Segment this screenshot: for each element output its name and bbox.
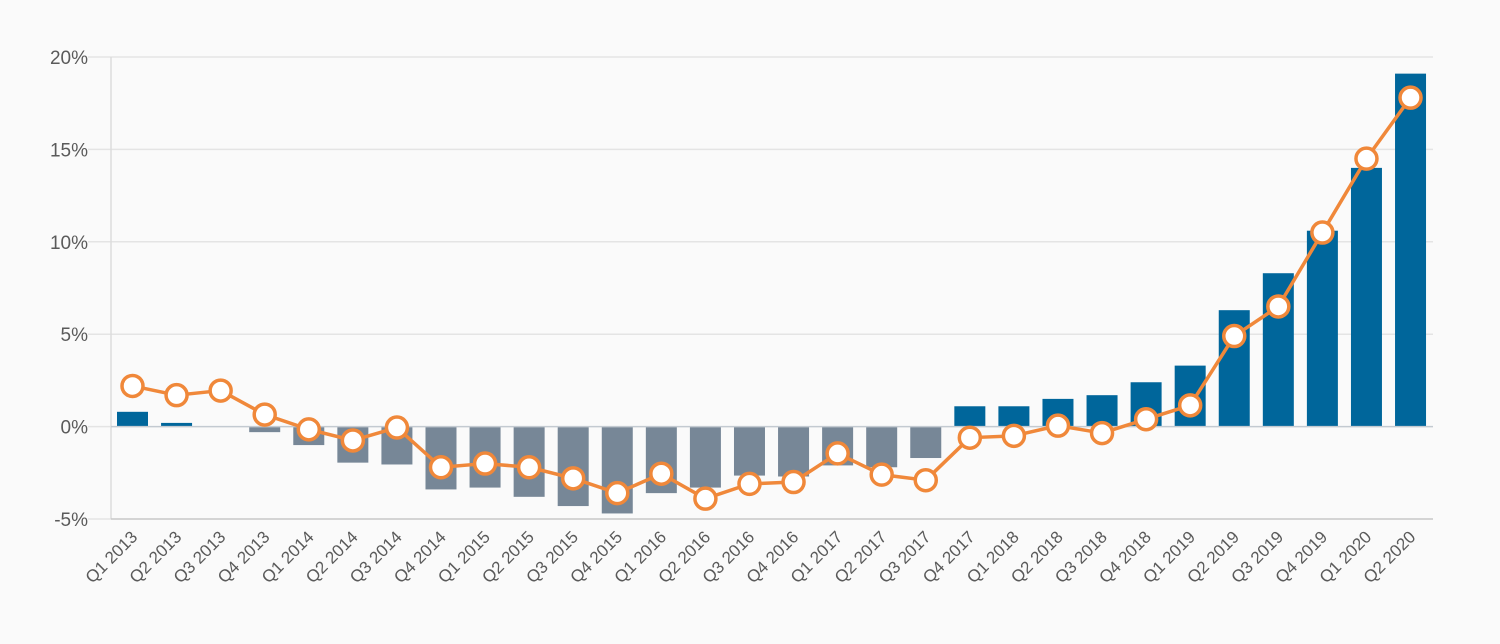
bar: [954, 406, 986, 427]
bar: [117, 411, 148, 427]
y-tick-label: 10%: [50, 233, 88, 254]
y-tick-label: 5%: [61, 325, 89, 346]
line-series: [120, 85, 1423, 511]
bar: [1306, 230, 1338, 427]
line-marker: [1354, 146, 1379, 171]
line-marker: [869, 462, 894, 487]
bar: [1350, 167, 1382, 427]
line-marker: [1177, 393, 1203, 418]
line-marker: [1001, 423, 1027, 449]
gridlines: [88, 56, 1433, 520]
y-axis-tick-labels: -5% 0% 5% 10% 15% 20%: [50, 48, 88, 531]
y-tick-label: 15%: [50, 140, 88, 161]
bar-series: [117, 73, 1427, 514]
line-marker: [428, 455, 454, 480]
line-marker: [1222, 323, 1247, 349]
bar: [910, 426, 942, 459]
axes: [110, 57, 1433, 520]
line-marker: [825, 441, 850, 466]
line-marker: [649, 461, 674, 486]
line-marker: [120, 373, 145, 399]
bar: [778, 426, 810, 477]
y-tick-label: 20%: [50, 48, 88, 69]
line-marker: [516, 455, 542, 480]
y-tick-label: 0%: [61, 418, 89, 439]
line-marker: [1089, 420, 1115, 446]
bar: [1395, 73, 1427, 427]
line-marker: [1310, 220, 1335, 245]
line-marker: [605, 480, 630, 506]
line-marker: [957, 425, 983, 450]
line-marker: [1045, 413, 1071, 438]
line-marker: [1398, 85, 1423, 110]
line-marker: [1266, 294, 1291, 319]
bar: [161, 422, 193, 427]
line-marker: [781, 469, 806, 495]
line-marker: [472, 451, 498, 476]
bar: [998, 406, 1030, 427]
line-marker: [252, 402, 277, 427]
line-marker: [340, 428, 366, 453]
bar: [689, 426, 721, 488]
line-marker: [1133, 406, 1159, 432]
bar: [733, 426, 765, 476]
y-tick-label: -5%: [54, 510, 88, 531]
line-marker: [913, 467, 939, 493]
line-marker: [560, 466, 586, 491]
bar: [866, 426, 898, 468]
line-marker: [693, 486, 718, 511]
line-marker: [164, 382, 189, 408]
line-marker: [296, 417, 322, 442]
line-marker: [737, 471, 762, 497]
bar: [249, 426, 281, 433]
line-marker: [384, 415, 410, 440]
line-marker: [208, 378, 233, 403]
